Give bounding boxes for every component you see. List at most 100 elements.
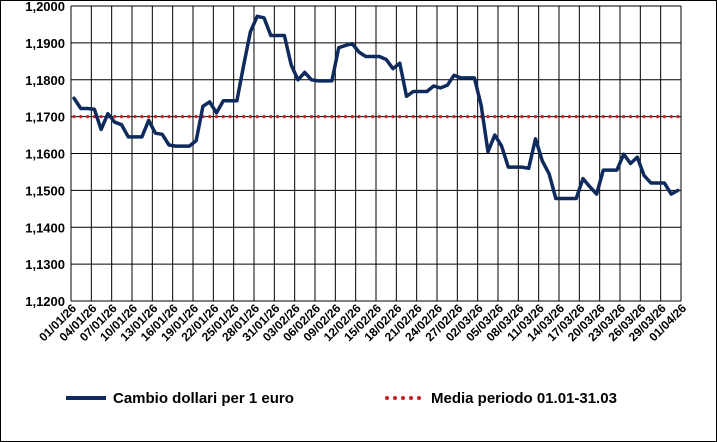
media-point [411, 115, 415, 119]
y-tick-label: 1,1700 [25, 110, 65, 125]
media-point [160, 115, 164, 119]
media-point [418, 115, 422, 119]
media-point [445, 115, 449, 119]
media-point [72, 115, 76, 119]
media-point [85, 115, 90, 119]
media-point [357, 115, 361, 119]
y-tick-label: 1,1400 [25, 220, 65, 235]
legend-dot [385, 396, 389, 400]
media-point [79, 115, 83, 119]
y-tick-label: 1,1300 [25, 257, 65, 272]
media-point [608, 115, 612, 119]
legend-dot [409, 396, 413, 400]
media-point [377, 115, 381, 119]
media-point [282, 115, 286, 119]
media-point [398, 115, 402, 119]
media-point [187, 115, 191, 119]
media-point [174, 115, 178, 119]
media-point [676, 115, 680, 119]
y-tick-label: 1,2000 [25, 1, 65, 14]
media-point [133, 115, 137, 119]
media-point [255, 115, 259, 119]
media-point [309, 115, 314, 119]
media-point [371, 115, 375, 119]
media-point [99, 115, 103, 119]
media-point [228, 115, 232, 119]
media-point [126, 115, 130, 119]
media-point [499, 115, 504, 119]
media-point [153, 115, 158, 119]
legend-dot [393, 396, 397, 400]
media-point [235, 115, 239, 119]
media-point [513, 115, 517, 119]
media-point [167, 115, 171, 119]
media-point [554, 115, 558, 119]
media-point [296, 115, 300, 119]
y-tick-label: 1,1500 [25, 183, 65, 198]
legend-dot [417, 396, 421, 400]
media-point [432, 115, 436, 119]
media-point [628, 115, 633, 119]
media-point [194, 115, 198, 119]
media-point [289, 115, 293, 119]
media-point [147, 115, 151, 119]
media-point [642, 115, 646, 119]
media-point [581, 115, 585, 119]
media-point [656, 115, 660, 119]
media-point [533, 115, 538, 119]
media-point [567, 115, 572, 119]
media-point [622, 115, 626, 119]
legend-dot [401, 396, 405, 400]
media-point [343, 115, 348, 119]
media-point [635, 115, 639, 119]
media-point [391, 115, 395, 119]
media-point [662, 115, 667, 119]
media-point [119, 115, 124, 119]
y-tick-label: 1,1900 [25, 36, 65, 51]
media-point [466, 115, 470, 119]
y-tick-label: 1,1600 [25, 147, 65, 162]
x-axis-tick-labels: 01/01/2604/01/2607/01/2610/01/2613/01/26… [36, 301, 689, 344]
media-point [214, 115, 219, 119]
media-point [601, 115, 605, 119]
media-point [540, 115, 544, 119]
media-point [180, 115, 185, 119]
media-point [262, 115, 266, 119]
media-point [242, 115, 246, 119]
series-media [72, 115, 680, 119]
media-point [404, 115, 409, 119]
media-point [649, 115, 653, 119]
media-point [520, 115, 524, 119]
media-point [350, 115, 354, 119]
media-point [588, 115, 592, 119]
media-point [615, 115, 619, 119]
media-point [459, 115, 463, 119]
media-point [323, 115, 327, 119]
media-point [425, 115, 429, 119]
media-point [316, 115, 320, 119]
y-tick-label: 1,1200 [25, 294, 65, 309]
legend-label-media: Media periodo 01.01-31.03 [431, 390, 617, 407]
media-point [337, 115, 341, 119]
media-point [493, 115, 497, 119]
legend: Cambio dollari per 1 euro Media periodo … [66, 390, 617, 407]
media-point [561, 115, 565, 119]
media-point [221, 115, 225, 119]
media-point [574, 115, 578, 119]
media-point [472, 115, 477, 119]
media-point [384, 115, 388, 119]
legend-label-cambio: Cambio dollari per 1 euro [113, 390, 294, 407]
media-point [364, 115, 368, 119]
media-point [248, 115, 253, 119]
y-tick-label: 1,1800 [25, 73, 65, 88]
media-point [330, 115, 334, 119]
media-point [208, 115, 212, 119]
legend-swatch-media [385, 396, 421, 400]
y-axis-tick-labels: 1,1200 1,1300 1,1400 1,1500 1,1600 1,1700 1,18… [25, 1, 65, 309]
media-point [438, 115, 443, 119]
media-point [669, 115, 673, 119]
media-point [140, 115, 144, 119]
media-point [527, 115, 531, 119]
